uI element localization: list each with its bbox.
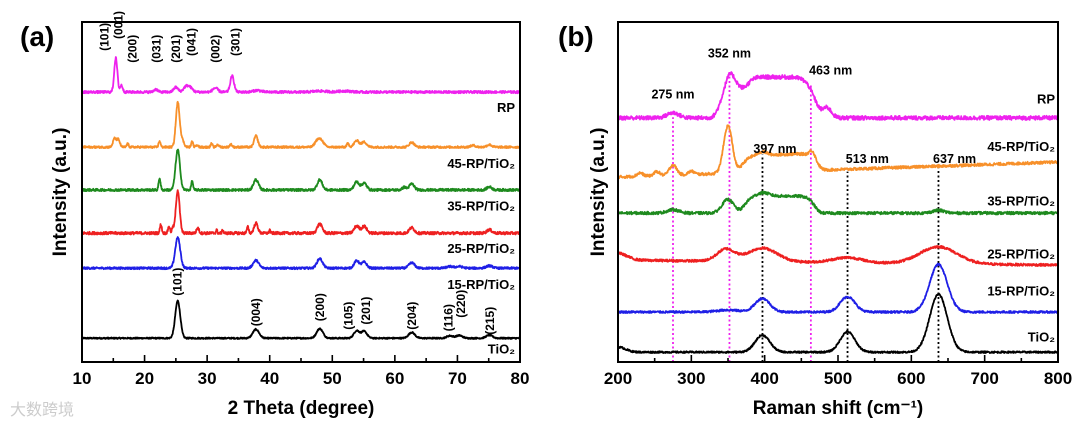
x-tick-label: 30 <box>198 369 217 388</box>
x-tick-label: 700 <box>970 369 998 388</box>
miller-index-label: (105) <box>342 302 356 330</box>
series-line-3 <box>617 190 1059 216</box>
miller-index-label: (004) <box>249 298 263 326</box>
series-label: TiO₂ <box>1028 330 1055 345</box>
series-label: 25-RP/TiO₂ <box>447 241 515 256</box>
miller-index-label: (101) <box>98 23 112 51</box>
series-line-0 <box>81 299 521 340</box>
watermark-logo: 大数跨境 <box>10 400 74 419</box>
x-tick-label: 500 <box>824 369 852 388</box>
miller-index-label: (200) <box>313 293 327 321</box>
x-tick-label: 60 <box>385 369 404 388</box>
series-label: 35-RP/TiO₂ <box>447 199 515 214</box>
miller-index-label: (002) <box>208 35 222 63</box>
panel-b-raman-chart: TiO₂ 15-RP/TiO₂ 25-RP/TiO₂ 35-RP/TiO₂ 45-RP/… <box>558 21 1072 419</box>
series-line-5 <box>81 56 521 95</box>
miller-index-label: (001) <box>111 11 125 39</box>
miller-index-label: (116) <box>442 304 456 331</box>
series-label: 45-RP/TiO₂ <box>987 139 1055 154</box>
series-line-2 <box>81 189 521 236</box>
x-tick-label: 10 <box>73 369 92 388</box>
panel-a-xrd-chart: TiO₂ 15-RP/TiO₂ 25-RP/TiO₂ 35-RP/TiO₂ 45-RP/… <box>20 11 529 419</box>
series-line-4 <box>617 124 1059 180</box>
series-label: 35-RP/TiO₂ <box>987 194 1055 209</box>
series-label: RP <box>1037 92 1055 107</box>
peak-label: 463 nm <box>809 64 852 78</box>
series-line-3 <box>81 148 521 192</box>
series-line-2 <box>617 245 1059 267</box>
miller-index-label: (101) <box>171 268 185 296</box>
miller-index-label: (215) <box>483 307 497 335</box>
series-line-1 <box>81 236 521 271</box>
miller-index-label: (201) <box>169 35 183 63</box>
series-label: 45-RP/TiO₂ <box>447 156 515 171</box>
series-label: 15-RP/TiO₂ <box>447 277 515 292</box>
x-tick-label: 200 <box>604 369 632 388</box>
series-line-5 <box>617 71 1059 121</box>
miller-index-label: (301) <box>228 28 242 56</box>
x-axis-title: 2 Theta (degree) <box>228 398 375 419</box>
x-axis-title: Raman shift (cm⁻¹) <box>753 398 924 419</box>
peak-label: 352 nm <box>708 47 751 61</box>
miller-index-label: (200) <box>126 35 140 63</box>
miller-index-label: (031) <box>149 35 163 63</box>
series-line-4 <box>81 100 521 149</box>
x-tick-label: 300 <box>677 369 705 388</box>
miller-index-label: (201) <box>359 297 373 325</box>
x-tick-label: 70 <box>448 369 467 388</box>
y-axis-title: Intensity (a.u.) <box>50 128 71 257</box>
series-label: 25-RP/TiO₂ <box>987 246 1055 261</box>
x-tick-label: 600 <box>897 369 925 388</box>
peak-label: 513 nm <box>846 152 889 166</box>
x-tick-label: 40 <box>260 369 279 388</box>
x-tick-label: 400 <box>750 369 778 388</box>
series-line-0 <box>617 293 1059 354</box>
panel-label: (a) <box>20 21 54 52</box>
x-tick-label: 800 <box>1044 369 1072 388</box>
x-tick-label: 50 <box>323 369 342 388</box>
series-label: 15-RP/TiO₂ <box>987 284 1055 299</box>
series-line-1 <box>617 262 1059 314</box>
y-axis-title: Intensity (a.u.) <box>588 128 609 257</box>
miller-index-label: (204) <box>405 302 419 330</box>
series-label: TiO₂ <box>488 342 515 357</box>
miller-index-label: (220) <box>454 290 468 318</box>
series-label: RP <box>497 100 515 115</box>
peak-label: 275 nm <box>651 88 694 102</box>
miller-index-label: (041) <box>185 28 199 56</box>
peak-label: 397 nm <box>753 142 796 156</box>
x-tick-label: 20 <box>135 369 154 388</box>
panel-label: (b) <box>558 21 594 52</box>
peak-label: 637 nm <box>933 152 976 166</box>
x-tick-label: 80 <box>511 369 530 388</box>
